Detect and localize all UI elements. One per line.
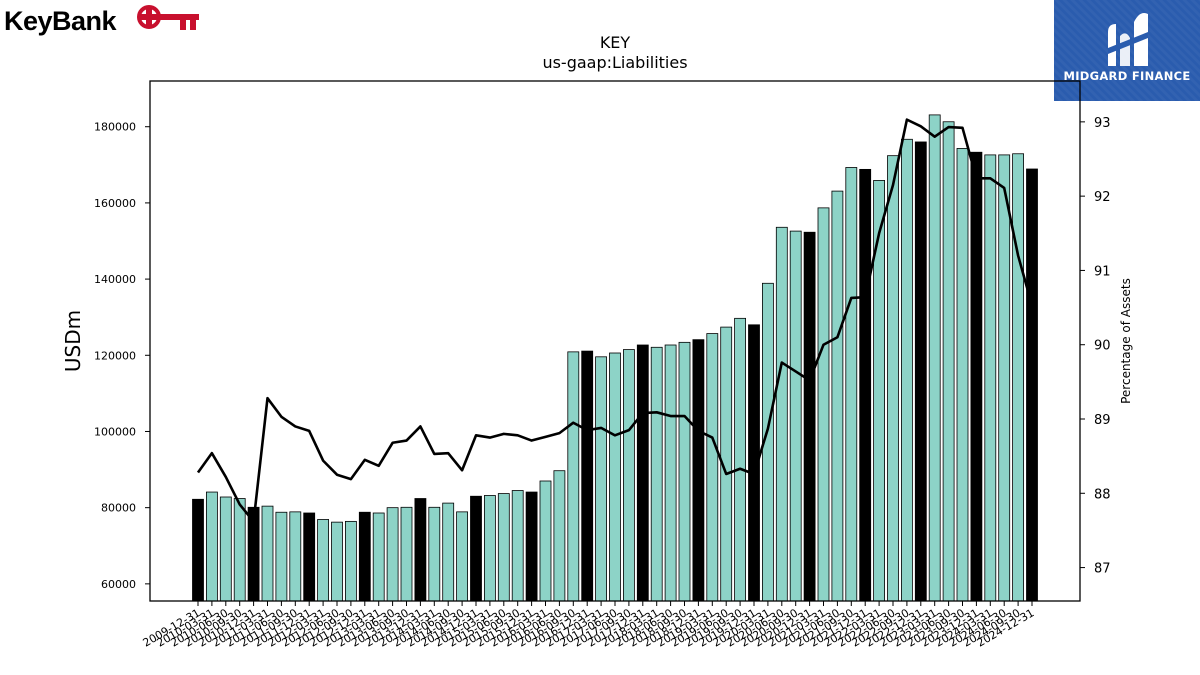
- bar-2022-12-31: [914, 141, 927, 602]
- y2-tick-label: 93: [1094, 116, 1111, 131]
- bar-2015-06-30: [497, 493, 510, 602]
- y-tick-label: 120000: [94, 349, 136, 362]
- bar-2016-12-31: [581, 350, 594, 602]
- bar-2013-12-31: [414, 498, 427, 602]
- bar-2013-03-31: [372, 512, 385, 602]
- bar-2011-09-30: [289, 511, 302, 602]
- bar-2011-03-31: [261, 505, 274, 602]
- bar-2011-06-30: [275, 511, 288, 602]
- y-tick-label: 160000: [94, 197, 136, 210]
- bar-2019-09-30: [734, 317, 746, 602]
- y2-tick-label: 89: [1094, 413, 1111, 428]
- bars-layer: [192, 114, 1038, 602]
- bar-2020-12-31: [803, 231, 816, 602]
- keybank-logo: KeyBank: [4, 4, 204, 44]
- y-tick-label: 140000: [94, 273, 136, 286]
- bar-2018-12-31: [692, 339, 705, 602]
- bar-2021-06-30: [831, 190, 844, 602]
- bar-2023-03-31: [928, 114, 941, 602]
- bar-2018-06-30: [664, 344, 677, 602]
- midgard-finance-logo: MIDGARD FINANCE: [1054, 0, 1200, 101]
- bar-2012-09-30: [344, 520, 357, 602]
- bar-2021-12-31: [859, 168, 872, 602]
- bar-2017-09-30: [623, 349, 635, 602]
- bar-2018-03-31: [650, 346, 663, 602]
- y2-tick-label: 92: [1094, 190, 1111, 205]
- chart-title: KEY: [600, 33, 631, 52]
- bar-2016-06-30: [553, 470, 566, 602]
- x-axis: 2009-12-312010-03-312010-06-302010-09-30…: [141, 601, 1037, 650]
- bar-2021-03-31: [817, 207, 830, 602]
- bar-2009-12-31: [192, 498, 204, 602]
- y2-tick-label: 90: [1094, 339, 1111, 354]
- bar-2024-06-30: [998, 154, 1011, 602]
- bar-2015-12-31: [525, 491, 538, 602]
- bar-2024-03-31: [984, 154, 997, 602]
- y-axis-left: 60000 80000 100000 120000 140000 160000 180000: [94, 121, 150, 591]
- y-tick-label: 60000: [101, 578, 136, 591]
- bar-2012-03-31: [317, 519, 330, 602]
- bar-2014-03-31: [428, 506, 441, 602]
- bar-2022-06-30: [887, 155, 899, 602]
- bar-2013-09-30: [400, 506, 413, 602]
- chart-subtitle: us-gaap:Liabilities: [542, 53, 687, 72]
- y-axis-right: 87 88 89 90 91 92 93: [1080, 116, 1111, 577]
- y-axis-label: USDm: [61, 310, 85, 372]
- bar-2014-06-30: [442, 502, 455, 602]
- y-tick-label: 80000: [101, 502, 136, 515]
- key-icon: [137, 5, 199, 30]
- bar-2012-06-30: [331, 521, 343, 602]
- bar-2015-09-30: [511, 490, 524, 602]
- midgard-finance-logo-text: MIDGARD FINANCE: [1063, 69, 1191, 83]
- midgard-emblem-icon: [1108, 13, 1148, 66]
- line-layer: [196, 118, 1034, 523]
- y2-axis-label: Percentage of Assets: [1119, 278, 1133, 404]
- bar-2012-12-31: [358, 511, 371, 602]
- bar-2020-06-30: [775, 226, 788, 602]
- bar-2023-09-30: [956, 148, 969, 602]
- y-tick-label: 180000: [94, 121, 136, 134]
- bar-2024-12-31: [1026, 168, 1038, 602]
- bar-2010-03-31: [205, 491, 218, 602]
- bar-2017-06-30: [609, 352, 621, 602]
- y2-tick-label: 87: [1094, 562, 1111, 577]
- percentage-line: [196, 118, 1034, 523]
- bar-2010-06-30: [219, 496, 232, 602]
- bar-2018-09-30: [678, 341, 691, 602]
- bar-2023-06-30: [942, 121, 955, 602]
- bar-2010-09-30: [233, 498, 246, 602]
- bar-2021-09-30: [845, 167, 858, 602]
- bar-2014-12-31: [470, 495, 482, 602]
- bar-2020-09-30: [789, 230, 802, 602]
- bar-2022-09-30: [901, 138, 913, 602]
- bar-2014-09-30: [456, 511, 469, 602]
- bar-2024-09-30: [1012, 153, 1024, 602]
- keybank-logo-text: KeyBank: [4, 6, 117, 36]
- bar-2017-12-31: [636, 344, 649, 602]
- bar-2011-12-31: [303, 512, 316, 602]
- bar-2013-06-30: [386, 507, 399, 602]
- bar-2017-03-31: [595, 356, 607, 602]
- y-tick-label: 100000: [94, 425, 136, 438]
- bar-2019-03-31: [706, 333, 719, 602]
- bar-2016-09-30: [567, 351, 580, 602]
- y2-tick-label: 88: [1094, 487, 1111, 502]
- y2-tick-label: 91: [1094, 264, 1111, 279]
- bar-2023-12-31: [970, 151, 983, 602]
- bar-2015-03-31: [483, 495, 496, 602]
- bar-2022-03-31: [873, 180, 885, 602]
- bar-2016-03-31: [539, 480, 552, 602]
